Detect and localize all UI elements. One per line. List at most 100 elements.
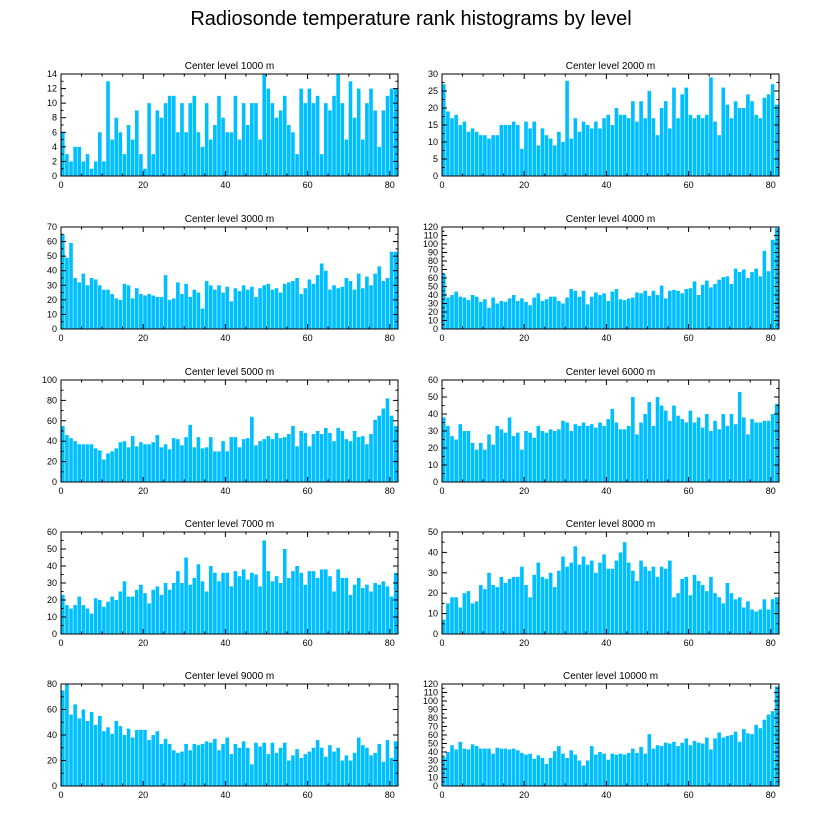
bar <box>442 757 446 786</box>
bar <box>262 742 266 786</box>
bar <box>643 118 647 176</box>
bar <box>229 132 234 176</box>
bar <box>102 731 106 786</box>
bar <box>65 605 69 634</box>
bar <box>713 738 717 786</box>
bar <box>225 132 229 176</box>
bar <box>77 718 82 786</box>
bar <box>594 754 598 786</box>
bar <box>204 103 209 176</box>
bar <box>696 417 701 482</box>
bar <box>668 290 672 329</box>
bar <box>307 279 312 329</box>
bar <box>73 278 77 329</box>
bar <box>258 441 262 482</box>
bar <box>733 101 738 176</box>
bar <box>770 711 775 786</box>
bar <box>565 757 569 786</box>
panel-title: Center level 3000 m <box>185 214 275 225</box>
x-tick-label: 80 <box>385 180 395 190</box>
bar <box>676 746 680 786</box>
bar <box>126 285 131 329</box>
x-tick-label: 0 <box>439 790 444 800</box>
bar <box>134 288 139 329</box>
bar <box>774 403 779 482</box>
bar <box>705 414 709 482</box>
bar <box>262 540 266 634</box>
bar <box>474 449 479 482</box>
bar <box>188 424 193 482</box>
bar <box>270 742 275 786</box>
bar <box>581 121 586 176</box>
bar <box>332 591 336 634</box>
bar <box>672 741 676 786</box>
bar <box>610 753 615 786</box>
bar <box>319 263 324 329</box>
bar <box>217 451 221 482</box>
panel-5: Center level 5000 m 0 20 40 60 80 0 20 40 60 80 100 <box>42 367 399 496</box>
y-tick-label: 6 <box>52 127 57 137</box>
bar <box>622 429 627 482</box>
x-tick-label: 40 <box>601 333 611 343</box>
bar <box>163 444 168 482</box>
bar <box>552 296 557 329</box>
bar <box>204 280 209 329</box>
bar <box>754 114 758 176</box>
bar <box>696 114 701 176</box>
bar <box>442 84 446 176</box>
bar <box>606 300 610 329</box>
y-tick-label: 20 <box>47 595 57 605</box>
bar <box>303 584 308 634</box>
y-tick-label: 8 <box>52 113 57 123</box>
bar <box>598 562 602 634</box>
bar <box>655 745 660 786</box>
bar <box>213 572 217 634</box>
bar <box>655 135 660 176</box>
y-tick-label: 40 <box>428 547 438 557</box>
bar <box>503 125 508 176</box>
bar <box>552 431 557 482</box>
bar <box>61 234 65 329</box>
bar <box>200 581 205 634</box>
bar <box>241 103 246 176</box>
bar <box>680 293 684 329</box>
bar <box>507 298 512 329</box>
bar <box>77 146 82 176</box>
bar <box>340 286 345 329</box>
bar <box>536 755 541 786</box>
bar <box>758 118 763 176</box>
bar <box>221 441 225 482</box>
bar <box>758 609 763 634</box>
bar <box>483 748 487 786</box>
y-tick-label: 20 <box>428 103 438 113</box>
bar <box>750 609 754 634</box>
x-tick-label: 20 <box>519 486 529 496</box>
y-tick-label: 60 <box>47 705 57 715</box>
bar <box>266 571 271 634</box>
bar <box>332 751 336 786</box>
bar <box>684 422 689 482</box>
bar <box>717 732 721 786</box>
bar <box>569 289 574 329</box>
bar <box>659 405 664 482</box>
bar <box>639 746 643 786</box>
bar <box>106 601 110 634</box>
bar <box>159 117 164 176</box>
bar <box>356 88 361 176</box>
bar <box>746 733 750 786</box>
y-tick-label: 80 <box>428 256 438 266</box>
bar <box>143 444 147 482</box>
y-tick-label: 0 <box>433 171 438 181</box>
bar <box>478 585 483 634</box>
bar <box>602 118 606 176</box>
bar <box>507 578 512 634</box>
bar <box>393 251 398 329</box>
x-tick-label: 60 <box>684 486 694 496</box>
bar <box>89 278 94 329</box>
y-tick-label: 10 <box>47 612 57 622</box>
bar <box>77 444 82 482</box>
bar <box>450 436 454 482</box>
bar <box>356 737 361 786</box>
bar <box>93 448 98 482</box>
bar <box>774 597 779 634</box>
